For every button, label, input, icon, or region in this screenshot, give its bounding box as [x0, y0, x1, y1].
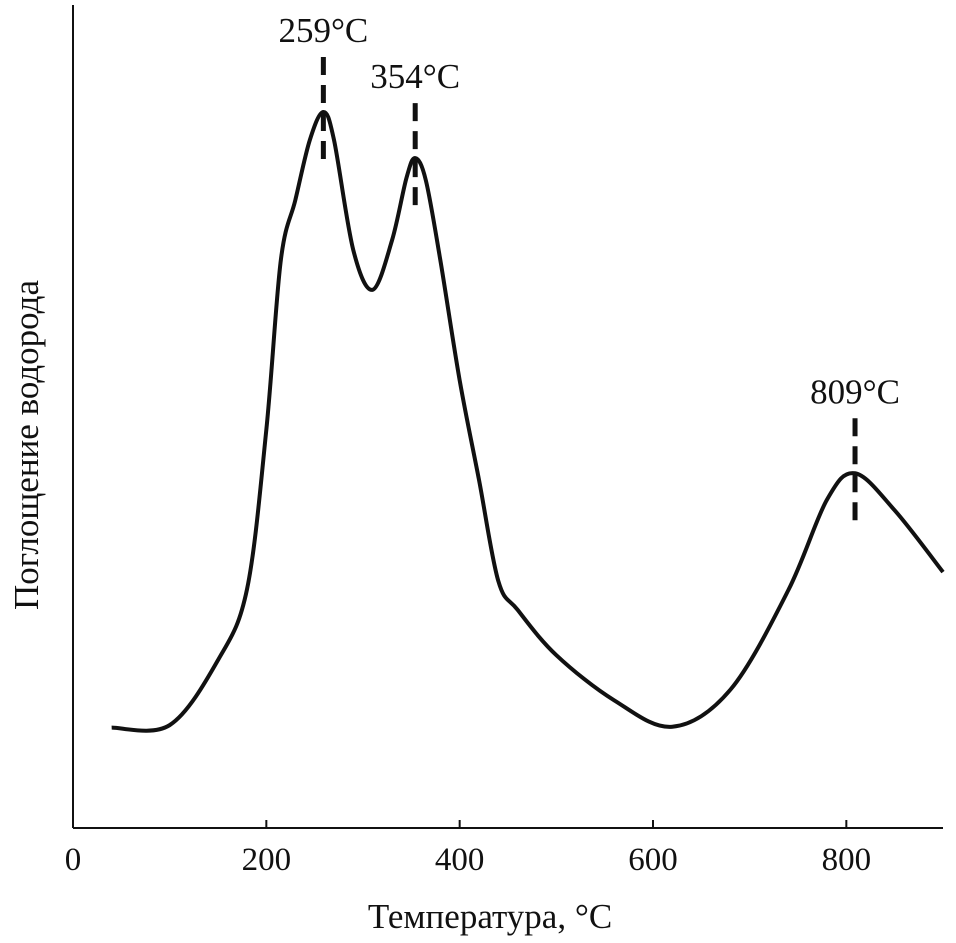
series-line	[111, 109, 945, 733]
peak-label: 354°C	[370, 57, 460, 96]
peak-label: 259°C	[278, 11, 368, 50]
y-axis-label: Поглощение водорода	[7, 280, 46, 610]
x-axis-label: Температура, °C	[368, 897, 612, 936]
x-tick-label: 0	[65, 842, 82, 878]
x-ticks: 0 200 400 600 800	[65, 820, 871, 878]
x-tick-label: 800	[822, 842, 872, 878]
x-tick-label: 400	[435, 842, 485, 878]
x-tick-label: 200	[242, 842, 292, 878]
peak-label: 809°C	[810, 372, 900, 411]
axes	[72, 5, 943, 829]
x-tick-label: 600	[628, 842, 678, 878]
